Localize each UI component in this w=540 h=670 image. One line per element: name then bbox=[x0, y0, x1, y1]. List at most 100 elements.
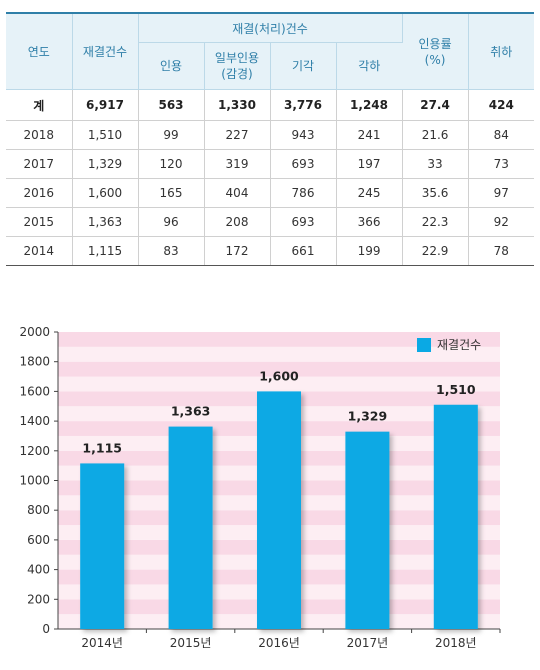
cell-dismissed: 693 bbox=[270, 207, 337, 237]
cell-dismissed: 943 bbox=[270, 120, 337, 150]
table-row: 2016 1,600 165 404 786 245 35.6 97 bbox=[6, 178, 535, 208]
x-tick-label: 2015년 bbox=[170, 636, 212, 650]
cell-cases: 1,600 bbox=[72, 178, 139, 208]
bar-value-label: 1,600 bbox=[259, 368, 299, 383]
header-partial-line1: 일부인용 bbox=[214, 51, 260, 65]
cell-rejected: 366 bbox=[336, 207, 403, 237]
table-row: 2014 1,115 83 172 661 199 22.9 78 bbox=[6, 236, 535, 266]
header-cases: 재결건수 bbox=[72, 12, 139, 90]
cell-dismissed: 786 bbox=[270, 178, 337, 208]
cell-withdrawn: 73 bbox=[468, 149, 535, 179]
header-rate: 인용률 (%) bbox=[402, 12, 469, 90]
legend-label: 재결건수 bbox=[437, 338, 481, 352]
cell-rejected: 241 bbox=[336, 120, 403, 150]
table-row: 2017 1,329 120 319 693 197 33 73 bbox=[6, 149, 535, 179]
cell-rate: 33 bbox=[402, 149, 469, 179]
y-tick-label: 1600 bbox=[19, 384, 50, 398]
cell-cases: 1,363 bbox=[72, 207, 139, 237]
x-tick-label: 2017년 bbox=[347, 636, 389, 650]
y-tick-label: 1800 bbox=[19, 355, 50, 369]
bar-2014년 bbox=[80, 463, 125, 629]
bar-2016년 bbox=[257, 391, 301, 629]
y-tick-label: 1200 bbox=[19, 444, 50, 458]
y-tick-label: 1400 bbox=[19, 414, 50, 428]
cell-cases: 1,329 bbox=[72, 149, 139, 179]
bar-value-label: 1,329 bbox=[348, 409, 388, 424]
table-row: 2015 1,363 96 208 693 366 22.3 92 bbox=[6, 207, 535, 237]
y-tick-label: 1000 bbox=[19, 474, 50, 488]
cell-partial: 227 bbox=[204, 120, 271, 150]
bar-2018년 bbox=[433, 404, 478, 629]
cell-total-label: 계 bbox=[6, 89, 73, 121]
cell-cases: 1,115 bbox=[72, 236, 139, 266]
bar-value-label: 1,363 bbox=[171, 404, 211, 419]
cell-rate: 22.9 bbox=[402, 236, 469, 266]
header-rate-line2: (%) bbox=[424, 52, 446, 67]
bar-value-label: 1,115 bbox=[82, 440, 122, 455]
header-accepted: 인용 bbox=[138, 42, 205, 90]
cases-bar-chart: 0 200 400 600 800 1000 1200 1400 1600 1800 2000 201… bbox=[19, 325, 501, 650]
cell-total-accepted: 563 bbox=[138, 89, 205, 121]
cell-rejected: 197 bbox=[336, 149, 403, 179]
cell-accepted: 165 bbox=[138, 178, 205, 208]
y-tick-label: 600 bbox=[27, 533, 50, 547]
cell-cases: 1,510 bbox=[72, 120, 139, 150]
x-tick-label: 2018년 bbox=[435, 636, 477, 650]
header-rejected: 각하 bbox=[336, 42, 403, 90]
header-partial-line2: (감경) bbox=[221, 67, 253, 81]
cell-year: 2017 bbox=[6, 149, 73, 179]
cell-year: 2014 bbox=[6, 236, 73, 266]
cell-rate: 22.3 bbox=[402, 207, 469, 237]
cell-partial: 319 bbox=[204, 149, 271, 179]
table-row: 2018 1,510 99 227 943 241 21.6 84 bbox=[6, 120, 535, 150]
header-partial: 일부인용 (감경) bbox=[204, 42, 271, 90]
cell-withdrawn: 84 bbox=[468, 120, 535, 150]
cell-total-dismissed: 3,776 bbox=[270, 89, 337, 121]
grid-band bbox=[58, 361, 500, 377]
header-group: 재결(처리)건수 bbox=[138, 12, 403, 43]
cell-accepted: 96 bbox=[138, 207, 205, 237]
y-tick-label: 400 bbox=[27, 563, 50, 577]
cell-accepted: 99 bbox=[138, 120, 205, 150]
cell-partial: 404 bbox=[204, 178, 271, 208]
cell-partial: 208 bbox=[204, 207, 271, 237]
cell-withdrawn: 78 bbox=[468, 236, 535, 266]
cell-accepted: 83 bbox=[138, 236, 205, 266]
bar-2015년 bbox=[168, 426, 213, 629]
y-tick-label: 800 bbox=[27, 503, 50, 517]
x-tick-label: 2016년 bbox=[258, 636, 300, 650]
cell-total-rejected: 1,248 bbox=[336, 89, 403, 121]
cell-withdrawn: 92 bbox=[468, 207, 535, 237]
case-statistics-table: 연도 재결건수 재결(처리)건수 인용률 (%) 취하 인용 일부인용 (감경)… bbox=[6, 12, 535, 266]
cell-rejected: 245 bbox=[336, 178, 403, 208]
cell-partial: 172 bbox=[204, 236, 271, 266]
cell-total-rate: 27.4 bbox=[402, 89, 469, 121]
cell-year: 2015 bbox=[6, 207, 73, 237]
cell-total-cases: 6,917 bbox=[72, 89, 139, 121]
header-year: 연도 bbox=[6, 12, 73, 90]
cell-rate: 35.6 bbox=[402, 178, 469, 208]
grid-band bbox=[58, 346, 500, 362]
header-rate-line1: 인용률 bbox=[418, 36, 452, 51]
cell-dismissed: 661 bbox=[270, 236, 337, 266]
bar-2017년 bbox=[345, 431, 390, 629]
grid-band bbox=[58, 332, 500, 347]
bar-value-label: 1,510 bbox=[436, 382, 476, 397]
cell-year: 2016 bbox=[6, 178, 73, 208]
header-withdrawn: 취하 bbox=[468, 12, 535, 90]
cell-total-partial: 1,330 bbox=[204, 89, 271, 121]
header-dismissed: 기각 bbox=[270, 42, 337, 90]
cell-rejected: 199 bbox=[336, 236, 403, 266]
x-tick-label: 2014년 bbox=[81, 636, 123, 650]
cell-accepted: 120 bbox=[138, 149, 205, 179]
cell-dismissed: 693 bbox=[270, 149, 337, 179]
cell-year: 2018 bbox=[6, 120, 73, 150]
y-tick-label: 0 bbox=[42, 622, 50, 636]
grid-band bbox=[58, 376, 500, 392]
cell-withdrawn: 97 bbox=[468, 178, 535, 208]
legend-swatch bbox=[417, 338, 431, 352]
y-tick-label: 200 bbox=[27, 592, 50, 606]
y-tick-label: 2000 bbox=[19, 325, 50, 339]
cell-rate: 21.6 bbox=[402, 120, 469, 150]
cell-total-withdrawn: 424 bbox=[468, 89, 535, 121]
